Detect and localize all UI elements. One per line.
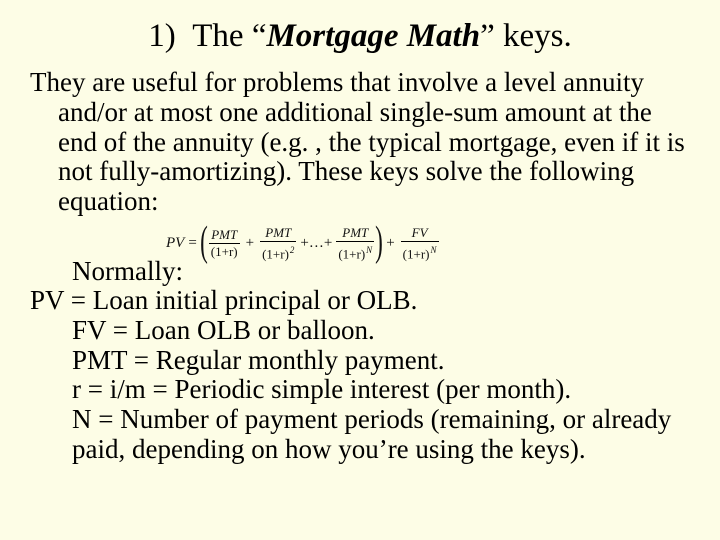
eq-fracfv-num: FV (410, 226, 430, 240)
eq-frac3: PMT (1+r)N (336, 226, 374, 261)
def-fv: FV = Loan OLB or balloon. (30, 316, 690, 346)
def-r: r = i/m = Periodic simple interest (per … (30, 375, 690, 405)
def-pv: PV = Loan initial principal or OLB. (30, 286, 690, 316)
definitions: Normally: PV = Loan initial principal or… (30, 257, 690, 465)
page-title: 1) The “Mortgage Math” keys. (30, 18, 690, 54)
pv-equation: PV = ( PMT (1+r) + PMT (1+r)2 +…+ PMT (1… (166, 223, 441, 265)
eq-lparen1: ( (200, 221, 208, 263)
eq-dots: +…+ (300, 235, 332, 252)
eq-frac2: PMT (1+r)2 (260, 226, 296, 261)
eq-frac2-num: PMT (263, 226, 293, 240)
eq-rparen1: ) (375, 221, 383, 263)
eq-fracfv-den: (1+r)N (401, 243, 439, 261)
title-number: 1) (148, 18, 176, 54)
eq-frac3-num: PMT (340, 226, 370, 240)
eq-frac3-den: (1+r)N (336, 243, 374, 261)
eq-frac1-num: PMT (209, 228, 239, 242)
eq-frac-fv: FV (1+r)N (401, 226, 439, 261)
eq-equals: = (188, 235, 196, 252)
title-pre: The “ (192, 18, 266, 54)
title-post: ” keys. (480, 18, 572, 54)
eq-lhs: PV (166, 235, 184, 252)
eq-frac1-den: (1+r) (209, 245, 240, 259)
def-pmt: PMT = Regular monthly payment. (30, 346, 690, 376)
def-n: N = Number of payment periods (remaining… (30, 405, 690, 464)
eq-plus2: + (386, 235, 394, 252)
eq-frac1: PMT (1+r) (209, 228, 240, 259)
eq-frac2-den: (1+r)2 (260, 243, 296, 261)
intro-paragraph: They are useful for problems that involv… (30, 68, 690, 216)
title-emph: Mortgage Math (266, 18, 480, 54)
eq-plus1: + (246, 235, 254, 252)
